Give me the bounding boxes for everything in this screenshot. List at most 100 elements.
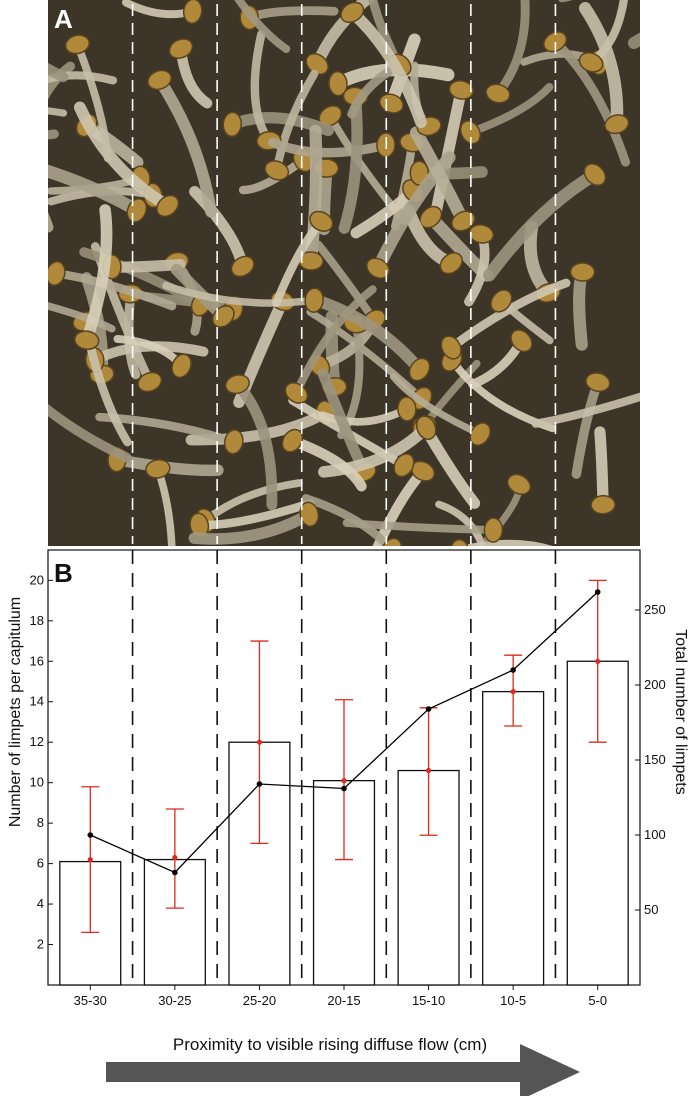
barnacle-capitulum — [397, 396, 417, 422]
x-tick-label: 10-5 — [500, 993, 526, 1008]
barnacle-capitulum — [543, 31, 568, 53]
mean-point — [510, 689, 516, 695]
mean-point — [425, 767, 432, 774]
barnacle-capitulum — [304, 287, 324, 313]
barnacle-capitulum — [223, 429, 244, 455]
barnacle-stalk — [153, 74, 217, 218]
barnacle-capitulum — [583, 163, 607, 186]
barnacle-capitulum — [340, 1, 365, 24]
barnacle-stalk — [389, 373, 484, 438]
barnacle-stalk — [318, 421, 432, 478]
barnacle-stalk — [287, 435, 367, 492]
barnacle-stalk — [429, 84, 467, 221]
barnacle-capitulum — [439, 252, 463, 275]
mean-point — [341, 778, 347, 784]
barnacle-capitulum — [590, 495, 616, 515]
barnacle-stalk — [201, 479, 303, 525]
panel-b-label: B — [54, 558, 73, 588]
mean-point — [256, 739, 263, 745]
barnacle-stalk — [111, 453, 224, 477]
mean-point — [87, 856, 93, 863]
barnacle-stalk — [483, 168, 602, 282]
barnacle-capitulum — [419, 205, 443, 229]
barnacle-stalk — [531, 392, 640, 428]
barnacle-stalk — [550, 37, 631, 167]
barnacle-capitulum — [604, 114, 630, 135]
barnacle-capitulum — [449, 538, 470, 546]
flow-direction-arrow — [106, 1044, 580, 1096]
y-tick-label-left: 10 — [30, 775, 44, 790]
panel-a-label: A — [54, 4, 73, 34]
barnacle-stalk — [578, 2, 624, 131]
y-tick-label-left: 6 — [37, 856, 44, 871]
barnacle-capitulum — [366, 257, 390, 279]
barnacle-stalk — [48, 61, 76, 100]
barnacle-capitulum — [469, 422, 491, 447]
barnacle-capitulum — [569, 262, 596, 282]
y-tick-label-left: 16 — [30, 653, 44, 668]
total-limpets-point — [594, 589, 601, 595]
barnacle-capitulum — [451, 210, 476, 232]
barnacle-capitulum — [299, 501, 320, 527]
x-tick-label: 25-20 — [243, 993, 276, 1008]
barnacle-stalk — [372, 465, 429, 546]
barnacle-stalk — [48, 107, 68, 117]
y-axis-label-left: Number of limpets per capitulum — [7, 597, 24, 827]
barnacle-capitulum — [448, 80, 474, 100]
barnacle-capitulum — [137, 371, 163, 393]
barnacle-stalk — [80, 204, 113, 346]
barnacle-stalk — [188, 508, 315, 545]
barnacle-stalk — [314, 240, 379, 325]
barnacle-capitulum — [224, 374, 250, 395]
x-tick-label: 15-10 — [412, 993, 445, 1008]
x-tick-label: 30-25 — [158, 993, 191, 1008]
barnacle-photo — [48, 0, 640, 546]
y-tick-label-right: 150 — [644, 752, 666, 767]
total-limpets-point — [341, 785, 347, 792]
mean-point — [595, 658, 601, 664]
barnacle-stalk — [292, 285, 377, 398]
barnacle-capitulum — [230, 255, 255, 278]
barnacle-stalk — [162, 281, 318, 307]
y-tick-label-left: 20 — [30, 572, 44, 587]
barnacle-capitulum — [73, 330, 100, 351]
barnacle-stalk — [346, 6, 427, 129]
barnacle-capitulum — [147, 69, 172, 91]
barnacle-capitulum — [64, 34, 91, 55]
barnacle-capitulum — [468, 224, 495, 244]
x-tick-label: 5-0 — [588, 993, 607, 1008]
barnacle-capitulum — [485, 83, 511, 104]
total-limpets-point — [256, 781, 263, 787]
y-tick-label-right: 200 — [644, 677, 666, 692]
barnacle-stalk — [288, 396, 409, 470]
y-axis-label-right: Total number of limpets — [672, 629, 689, 794]
barnacle-stalk — [410, 126, 470, 228]
barnacle-capitulum — [309, 210, 334, 232]
y-tick-label-left: 8 — [37, 815, 44, 830]
total-limpets-point — [87, 832, 94, 838]
total-limpets-point — [425, 706, 432, 712]
stalk-group — [48, 0, 640, 546]
y-tick-label-left: 2 — [37, 937, 44, 952]
y-tick-label-left: 18 — [30, 613, 44, 628]
barnacle-capitulum — [182, 0, 203, 25]
barnacle-capitulum — [510, 329, 533, 353]
x-tick-label: 35-30 — [74, 993, 107, 1008]
barnacle-capitulum — [490, 289, 513, 313]
barnacle-stalk — [73, 101, 174, 212]
y-tick-label-left: 12 — [30, 734, 44, 749]
y-tick-label-left: 4 — [37, 896, 44, 911]
barnacle-stalk — [493, 0, 530, 98]
barnacle-capitulum — [156, 194, 180, 218]
barnacle-capitulum — [48, 260, 66, 286]
barnacle-stalk — [466, 83, 554, 137]
barnacle-stalk — [234, 0, 291, 54]
barnacle-stalk — [460, 539, 553, 546]
x-axis-label: Proximity to visible rising diffuse flow… — [173, 1035, 487, 1054]
total-limpets-point — [510, 667, 516, 673]
barnacle-capitulum — [578, 52, 604, 73]
barnacle-stalk — [304, 124, 323, 268]
barnacle-stalk — [48, 164, 144, 217]
y-tick-label-right: 250 — [644, 602, 666, 617]
barnacle-capitulum — [145, 458, 171, 479]
